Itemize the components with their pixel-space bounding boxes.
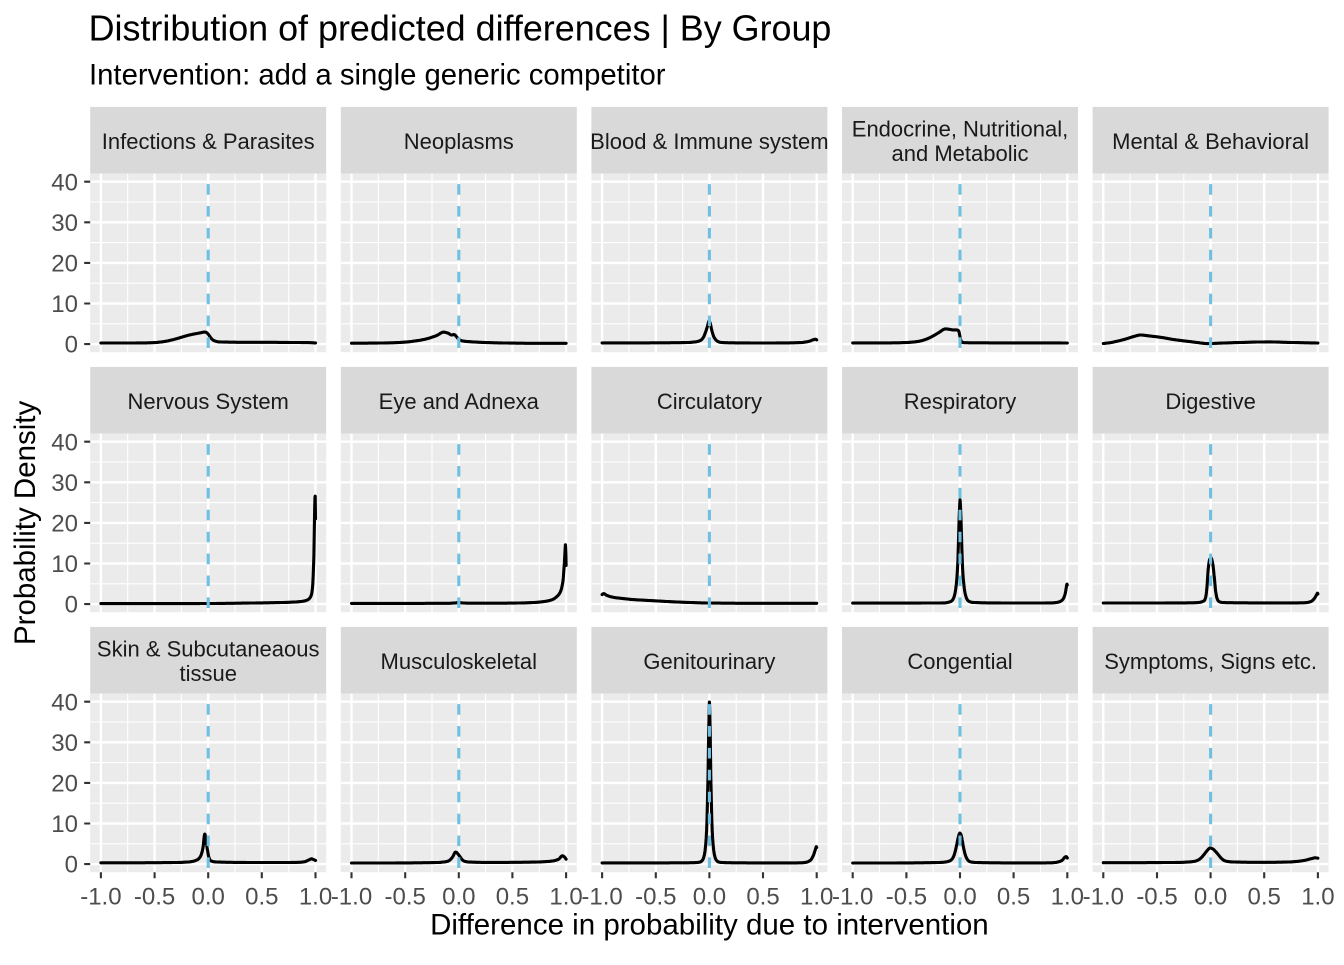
svg-text:0.5: 0.5 [746, 884, 779, 911]
svg-text:1.0: 1.0 [1051, 884, 1084, 911]
svg-text:Neoplasms: Neoplasms [404, 129, 514, 154]
svg-text:-1.0: -1.0 [581, 884, 622, 911]
svg-text:0: 0 [65, 852, 78, 879]
svg-text:tissue: tissue [179, 661, 236, 686]
svg-text:10: 10 [51, 291, 78, 318]
svg-text:40: 40 [51, 169, 78, 196]
svg-text:-1.0: -1.0 [1083, 884, 1124, 911]
svg-text:Infections & Parasites: Infections & Parasites [102, 129, 315, 154]
svg-text:-0.5: -0.5 [635, 884, 676, 911]
svg-text:Mental & Behavioral: Mental & Behavioral [1112, 129, 1309, 154]
svg-text:-1.0: -1.0 [80, 884, 121, 911]
svg-text:Intervention: add a single gen: Intervention: add a single generic compe… [89, 59, 666, 92]
svg-text:0.0: 0.0 [442, 884, 475, 911]
svg-text:20: 20 [51, 511, 78, 538]
svg-text:0.5: 0.5 [997, 884, 1030, 911]
svg-text:Musculoskeletal: Musculoskeletal [381, 649, 538, 674]
svg-text:0.0: 0.0 [943, 884, 976, 911]
svg-text:0.5: 0.5 [245, 884, 278, 911]
svg-text:Distribution of predicted diff: Distribution of predicted differences | … [89, 8, 832, 48]
svg-text:-0.5: -0.5 [1136, 884, 1177, 911]
svg-text:0: 0 [65, 592, 78, 619]
svg-text:Nervous System: Nervous System [128, 389, 289, 414]
svg-text:-0.5: -0.5 [385, 884, 426, 911]
svg-text:1.0: 1.0 [800, 884, 833, 911]
svg-text:20: 20 [51, 251, 78, 278]
svg-text:Congential: Congential [907, 649, 1012, 674]
svg-text:0.5: 0.5 [496, 884, 529, 911]
svg-text:Probability Density: Probability Density [9, 401, 42, 646]
svg-text:Difference in probability due: Difference in probability due to interve… [430, 909, 989, 942]
svg-text:Respiratory: Respiratory [904, 389, 1016, 414]
svg-text:30: 30 [51, 730, 78, 757]
svg-text:0: 0 [65, 332, 78, 359]
svg-text:Symptoms, Signs etc.: Symptoms, Signs etc. [1104, 649, 1317, 674]
svg-text:Digestive: Digestive [1165, 389, 1255, 414]
svg-text:and Metabolic: and Metabolic [892, 141, 1029, 166]
svg-text:-0.5: -0.5 [886, 884, 927, 911]
svg-text:30: 30 [51, 470, 78, 497]
svg-text:-1.0: -1.0 [832, 884, 873, 911]
svg-text:-0.5: -0.5 [134, 884, 175, 911]
svg-text:0.0: 0.0 [1194, 884, 1227, 911]
svg-text:Skin & Subcutaneaous: Skin & Subcutaneaous [97, 637, 320, 662]
svg-text:-1.0: -1.0 [331, 884, 372, 911]
svg-text:Genitourinary: Genitourinary [643, 649, 775, 674]
svg-text:20: 20 [51, 771, 78, 798]
svg-text:10: 10 [51, 811, 78, 838]
svg-text:10: 10 [51, 551, 78, 578]
svg-text:0.0: 0.0 [693, 884, 726, 911]
svg-text:0.5: 0.5 [1248, 884, 1281, 911]
svg-text:Endocrine, Nutritional,: Endocrine, Nutritional, [852, 117, 1068, 142]
svg-text:40: 40 [51, 689, 78, 716]
svg-text:40: 40 [51, 429, 78, 456]
svg-text:1.0: 1.0 [299, 884, 332, 911]
svg-text:Circulatory: Circulatory [657, 389, 762, 414]
svg-text:Eye and Adnexa: Eye and Adnexa [379, 389, 540, 414]
svg-text:0.0: 0.0 [192, 884, 225, 911]
svg-text:Blood & Immune system: Blood & Immune system [590, 129, 828, 154]
svg-text:1.0: 1.0 [1301, 884, 1334, 911]
svg-text:1.0: 1.0 [549, 884, 582, 911]
svg-text:30: 30 [51, 210, 78, 237]
